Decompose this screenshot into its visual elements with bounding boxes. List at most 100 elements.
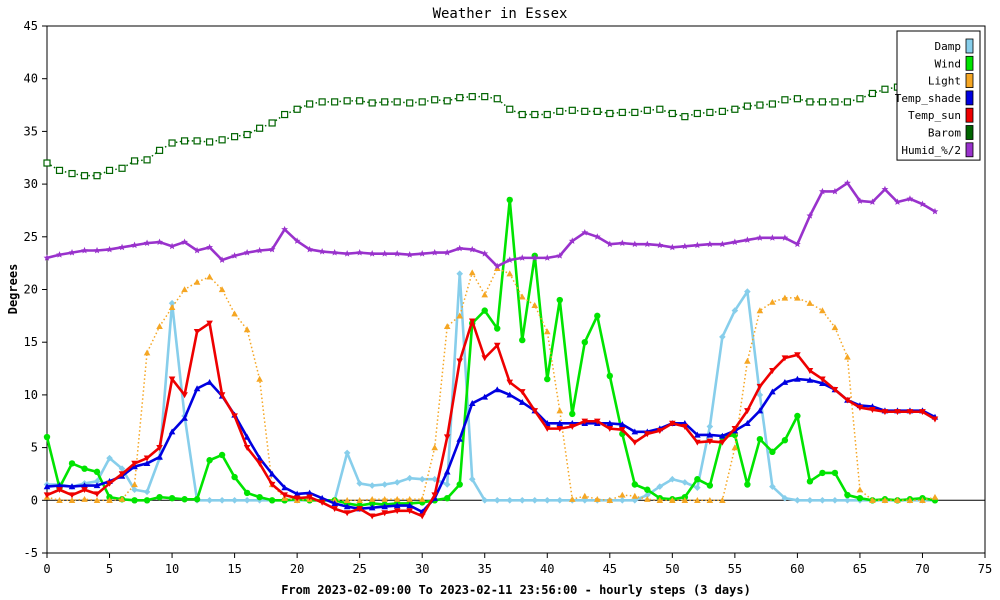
data-point bbox=[56, 482, 63, 489]
data-point bbox=[594, 312, 601, 320]
data-point bbox=[556, 107, 564, 115]
data-point bbox=[306, 245, 314, 253]
legend-label: Wind bbox=[935, 57, 962, 70]
data-point bbox=[193, 246, 201, 254]
data-point bbox=[581, 418, 589, 425]
data-point bbox=[731, 105, 739, 113]
data-point bbox=[193, 137, 201, 145]
data-point bbox=[556, 407, 564, 414]
data-point bbox=[931, 416, 939, 423]
data-point bbox=[168, 494, 176, 502]
data-point bbox=[368, 495, 376, 502]
data-point bbox=[406, 474, 413, 482]
data-point bbox=[131, 486, 138, 494]
data-point bbox=[443, 323, 451, 330]
data-point bbox=[768, 100, 776, 108]
data-point bbox=[218, 256, 226, 263]
series-humid-2 bbox=[43, 179, 939, 270]
data-point bbox=[781, 294, 789, 301]
data-point bbox=[669, 475, 676, 483]
data-point bbox=[856, 95, 864, 103]
data-point bbox=[356, 480, 363, 487]
data-point bbox=[456, 358, 464, 365]
plot-area bbox=[46, 25, 986, 554]
data-point bbox=[381, 481, 388, 488]
data-point bbox=[706, 497, 714, 503]
data-point bbox=[143, 455, 151, 462]
data-point bbox=[668, 109, 676, 118]
legend-swatch bbox=[965, 142, 974, 158]
data-point bbox=[156, 444, 163, 451]
data-point bbox=[744, 420, 751, 426]
y-tick-label: 40 bbox=[24, 72, 38, 86]
data-point bbox=[56, 497, 63, 503]
data-point bbox=[693, 241, 701, 249]
data-point bbox=[43, 433, 51, 441]
data-point bbox=[631, 492, 639, 499]
data-point bbox=[155, 146, 164, 154]
data-point bbox=[744, 357, 751, 364]
data-point bbox=[431, 475, 439, 483]
data-point bbox=[206, 273, 213, 280]
data-point bbox=[105, 166, 114, 174]
data-point bbox=[906, 497, 914, 503]
x-axis-label: From 2023-02-09:00 To 2023-02-11 23:56:0… bbox=[281, 583, 751, 597]
data-point bbox=[694, 497, 701, 503]
data-point bbox=[806, 212, 814, 219]
data-point bbox=[231, 252, 239, 259]
data-point bbox=[106, 454, 113, 462]
data-point bbox=[243, 433, 251, 440]
data-point bbox=[168, 299, 176, 307]
data-point bbox=[431, 444, 439, 451]
data-point bbox=[106, 497, 113, 503]
data-point bbox=[881, 409, 889, 416]
data-point bbox=[181, 238, 188, 245]
data-point bbox=[206, 457, 213, 464]
data-point bbox=[843, 98, 852, 106]
data-point bbox=[393, 508, 401, 515]
data-point bbox=[844, 179, 851, 186]
x-tick-label: 10 bbox=[165, 562, 179, 576]
data-point bbox=[331, 249, 339, 256]
data-point bbox=[268, 470, 276, 477]
data-point bbox=[431, 492, 439, 499]
data-point bbox=[444, 494, 451, 502]
data-point bbox=[831, 324, 839, 331]
data-point bbox=[543, 328, 551, 335]
data-point bbox=[256, 493, 263, 501]
data-point bbox=[706, 482, 714, 489]
data-point bbox=[431, 249, 439, 256]
data-point bbox=[468, 93, 476, 101]
legend-label: Temp_sun bbox=[908, 109, 961, 122]
data-point bbox=[406, 495, 413, 502]
data-point bbox=[68, 169, 76, 178]
data-point bbox=[381, 503, 388, 510]
data-point bbox=[268, 245, 276, 253]
data-point bbox=[93, 482, 101, 489]
data-point bbox=[55, 166, 64, 174]
data-point bbox=[268, 481, 276, 488]
data-point bbox=[669, 497, 676, 503]
data-point bbox=[143, 156, 151, 164]
data-point bbox=[756, 383, 764, 390]
x-tick-label: 70 bbox=[915, 562, 929, 576]
data-point bbox=[293, 237, 301, 244]
data-point bbox=[793, 240, 801, 248]
data-point bbox=[406, 508, 413, 515]
data-point bbox=[744, 408, 751, 415]
x-tick-label: 35 bbox=[478, 562, 492, 576]
data-point bbox=[769, 298, 776, 305]
data-point bbox=[381, 98, 389, 106]
data-point bbox=[318, 499, 326, 506]
data-point bbox=[131, 241, 138, 249]
data-point bbox=[343, 510, 351, 517]
data-point bbox=[819, 307, 826, 314]
data-point bbox=[281, 225, 289, 233]
data-point bbox=[818, 187, 826, 195]
data-point bbox=[68, 483, 76, 490]
data-point bbox=[481, 497, 489, 504]
data-point bbox=[769, 388, 776, 395]
data-point bbox=[206, 320, 213, 327]
series-wind bbox=[43, 196, 939, 509]
